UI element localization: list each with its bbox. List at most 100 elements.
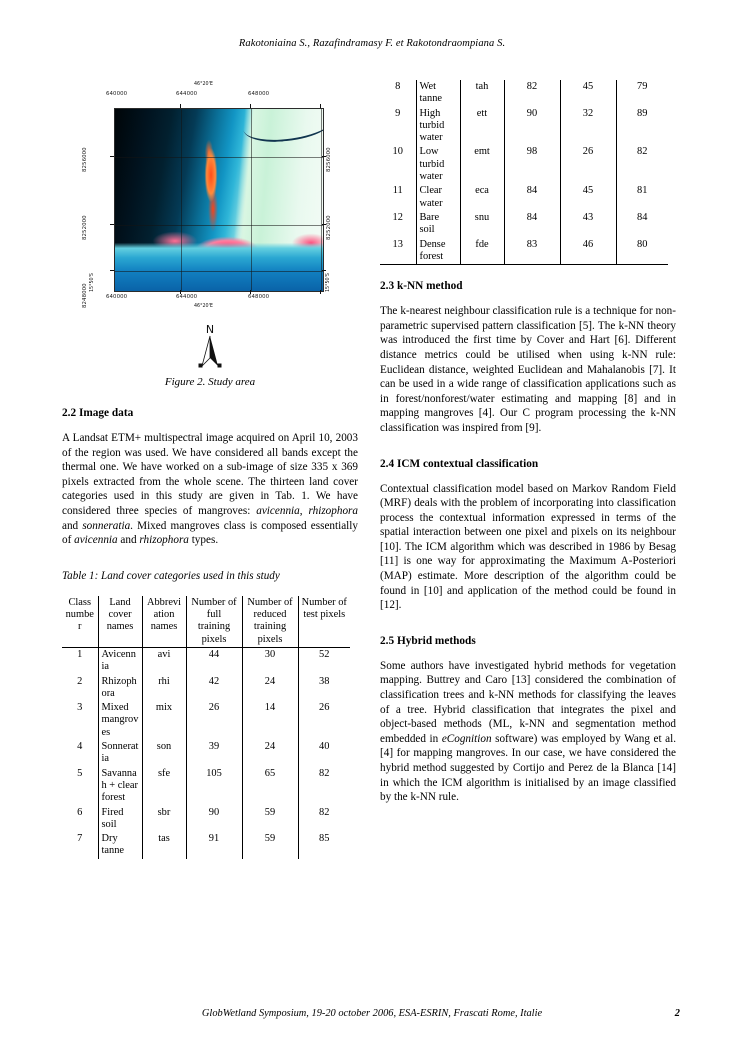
running-head: Rakotoniaina S., Razafindramasy F. et Ra… <box>238 38 506 49</box>
paragraph-image-data: A Landsat ETM+ multispectral image acqui… <box>62 432 358 547</box>
table-cell-abbr: rhi <box>141 674 186 702</box>
table-cell-test: 82 <box>297 766 350 806</box>
table-cell-abbr: sfe <box>141 766 186 806</box>
table-cell-reduced: 59 <box>241 805 298 833</box>
map-tick-left-2 <box>110 270 114 271</box>
figure-2: 46°20'E 640000 644000 648000 8256000 825… <box>62 80 358 388</box>
north-arrow: N <box>62 322 358 374</box>
table-header-cell-land-cover-names: Land cover names <box>97 595 142 648</box>
table-cell-name: Dense forest <box>415 237 460 266</box>
map-tick-left-1 <box>110 224 114 225</box>
table-body-left: 1 Avicennia avi 44 30 52 2 Rhizophora rhi 42 24 38 3… <box>62 646 350 859</box>
map-left-y-label-1: 8252000 <box>82 215 88 240</box>
table-cell-reduced: 14 <box>241 701 298 741</box>
table-cell-num: 2 <box>77 675 83 687</box>
table-cell-test: 84 <box>615 210 668 238</box>
table-cell-full: 42 <box>185 674 242 702</box>
table-cell-abbr: ett <box>459 106 504 146</box>
table-cell-abbr: tas <box>141 832 186 859</box>
map-gridline-h-1 <box>115 225 323 226</box>
table-body-right: 8 Wet tanne tah 82 45 79 9 High turbid water ett… <box>380 80 668 266</box>
table-cell-full: 44 <box>185 646 242 675</box>
table-row: 1 Avicennia avi 44 30 52 <box>62 646 350 675</box>
map-bottom-x-label-0: 640000 <box>106 294 128 300</box>
map-tick-top-1 <box>250 104 251 108</box>
table-cell-abbr: son <box>141 740 186 767</box>
table-cell-num: 5 <box>77 767 83 779</box>
table-cell-name: Clear water <box>415 184 460 211</box>
table-cell-reduced: 32 <box>559 106 616 146</box>
table-cell-abbr: tah <box>459 80 504 107</box>
table-cell-reduced: 45 <box>559 184 616 211</box>
table-cell-name: Savannah + clear forest <box>97 766 142 806</box>
heading-knn-method: 2.3 k-NN method <box>380 280 463 293</box>
land-cover-table: Class number Land cover names Abbreviati… <box>62 595 350 859</box>
table-cell-name: Avicennia <box>97 646 142 675</box>
table-row: 13 Dense forest fde 83 46 80 <box>380 237 668 266</box>
table-row: 12 Bare soil snu 84 43 84 <box>380 210 668 238</box>
map-top-x-label-2: 648000 <box>248 91 270 97</box>
table-cell-full: 105 <box>185 766 242 806</box>
map-left-degree-label: 15°50'S <box>90 273 95 292</box>
map-tick-right-1 <box>322 224 326 225</box>
table-cell-test: 85 <box>297 832 350 859</box>
table-cell-test: 38 <box>297 674 350 702</box>
emphasis: rhizophora <box>139 534 189 547</box>
table-cell-num: 7 <box>77 833 83 845</box>
table-1-caption: Table 1: Land cover categories used in t… <box>62 569 280 582</box>
map-sea-bottom-layer <box>115 221 323 291</box>
figure-caption: Figure 2. Study area <box>164 376 256 388</box>
table-cell-test: 79 <box>615 80 668 107</box>
table-header-row: Class number Land cover names Abbreviati… <box>62 595 350 648</box>
table-row: 2 Rhizophora rhi 42 24 38 <box>62 674 350 702</box>
map-image <box>114 108 324 292</box>
map-right-degree-label: 15°50'S <box>326 273 331 292</box>
map-tick-bottom-0 <box>180 290 181 294</box>
map-left-y-label-2: 8248000 <box>82 283 88 308</box>
emphasis: sonneratia <box>82 519 131 532</box>
table-cell-full: 26 <box>185 701 242 741</box>
map-top-degree-label: 46°20'E <box>194 82 213 87</box>
north-arrow-icon: N <box>198 323 222 368</box>
table-cell-full: 82 <box>503 80 560 107</box>
table-cell-test: 26 <box>297 701 350 741</box>
table-row: 10 Low turbid water emt 98 26 82 <box>380 145 668 185</box>
table-cell-name: High turbid water <box>415 106 460 146</box>
table-cell-name: Sonneratia <box>97 740 142 767</box>
table-cell-abbr: sbr <box>141 805 186 833</box>
map-bottom-degree-label: 46°20'E <box>194 304 213 309</box>
table-cell-test: 40 <box>297 740 350 767</box>
table-cell-num: 11 <box>392 185 403 197</box>
map-tick-right-2 <box>322 270 326 271</box>
table-row: 7 Dry tanne tas 91 59 85 <box>62 832 350 859</box>
svg-text:N: N <box>206 323 214 336</box>
map-top-x-label-1: 644000 <box>176 91 198 97</box>
table-cell-test: 80 <box>615 237 668 266</box>
table-cell-full: 91 <box>185 832 242 859</box>
table-cell-name: Bare soil <box>415 210 460 238</box>
table-cell-test: 81 <box>615 184 668 211</box>
map-tick-right-0 <box>322 156 326 157</box>
table-cell-num: 10 <box>392 146 403 158</box>
emphasis: rhizophora <box>308 504 358 517</box>
table-header-cell-test-pixels: Number of test pixels <box>297 595 350 648</box>
map-gridline-h-0 <box>115 157 323 158</box>
heading-hybrid-methods: 2.5 Hybrid methods <box>380 634 476 647</box>
table-header-cell-abbreviation-names: Abbreviation names <box>141 595 186 648</box>
map-tick-left-0 <box>110 156 114 157</box>
map-tick-top-2 <box>320 104 321 108</box>
table-cell-full: 84 <box>503 210 560 238</box>
table-cell-test: 82 <box>297 805 350 833</box>
table-cell-test: 52 <box>297 646 350 675</box>
table-cell-reduced: 43 <box>559 210 616 238</box>
table-cell-abbr: fde <box>459 237 504 266</box>
table-cell-num: 3 <box>77 702 83 714</box>
table-cell-num: 8 <box>395 81 401 92</box>
emphasis: eCognition <box>441 732 492 745</box>
paragraph-icm-classification: Contextual classification model based on… <box>380 482 676 612</box>
table-row: 9 High turbid water ett 90 32 89 <box>380 106 668 146</box>
map-bottom-x-label-2: 648000 <box>248 294 270 300</box>
table-cell-num: 9 <box>395 107 401 119</box>
table-cell-name: Rhizophora <box>97 674 142 702</box>
